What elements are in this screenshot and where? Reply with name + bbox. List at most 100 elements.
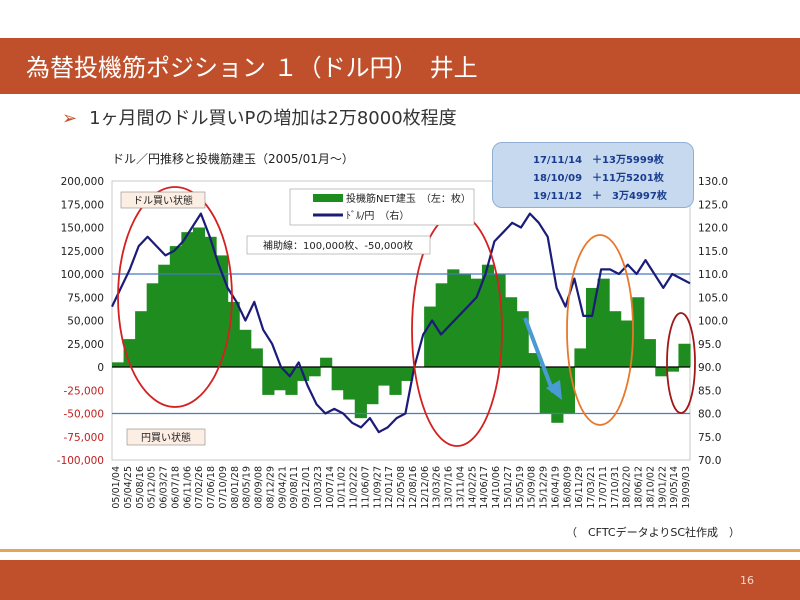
- x-tick-label: 17/07/11: [598, 466, 609, 509]
- x-tick-label: 05/01/04: [111, 466, 122, 509]
- guide-note-label: 補助線：100,000枚、-50,000枚: [263, 239, 413, 252]
- x-tick-label: 05/08/16: [135, 466, 146, 509]
- x-tick-label: 07/10/09: [218, 466, 229, 509]
- x-tick-label: 14/02/25: [467, 466, 478, 509]
- net-position-bar: [273, 367, 286, 391]
- guide-note-box: [246, 235, 431, 255]
- net-position-bar: [424, 306, 437, 367]
- x-tick-label: 16/04/19: [550, 466, 561, 509]
- x-tick-label: 13/07/16: [444, 466, 455, 509]
- right-tick-label: 95.0: [698, 339, 721, 351]
- net-position-bar: [354, 367, 367, 419]
- x-tick-label: 19/09/03: [681, 466, 692, 509]
- left-tick-label: 75,000: [67, 292, 104, 304]
- net-position-bar: [528, 353, 541, 367]
- right-tick-label: 100.0: [698, 316, 728, 328]
- x-tick-label: 05/04/25: [123, 466, 134, 509]
- x-tick-label: 11/06/07: [360, 466, 371, 509]
- x-tick-label: 11/09/27: [372, 466, 383, 509]
- x-tick-label: 12/08/16: [408, 466, 419, 509]
- net-position-bar: [158, 264, 171, 367]
- left-tick-label: 125,000: [61, 246, 104, 258]
- net-position-bar: [574, 348, 587, 367]
- net-position-bar: [632, 297, 645, 367]
- legend-line-label: ﾄﾞﾙ/円 （右）: [346, 209, 409, 222]
- x-tick-label: 07/06/18: [206, 466, 217, 509]
- x-tick-label: 19/05/14: [669, 466, 680, 509]
- legend-bar-label: 投機筋NET建玉 （左：枚）: [346, 192, 471, 205]
- chart: 200,000 175,000 150,000 125,000 100,000 75,00…: [57, 176, 728, 509]
- page-number: 16: [740, 574, 754, 587]
- x-tick-label: 06/07/18: [170, 466, 181, 509]
- x-tick-label: 14/06/17: [479, 466, 490, 509]
- right-tick-label: 80.0: [698, 409, 721, 421]
- x-tick-label: 09/12/01: [301, 466, 312, 509]
- x-tick-label: 14/10/06: [491, 466, 502, 509]
- x-tick-label: 08/12/29: [265, 466, 276, 509]
- x-tick-label: 09/04/21: [277, 466, 288, 509]
- left-tick-label: 100,000: [61, 269, 104, 281]
- net-position-bar: [585, 287, 599, 367]
- net-position-bar: [250, 348, 263, 367]
- net-position-bar: [308, 367, 321, 377]
- bullet-point: ➢ 1ヶ月間のドル買いPの増加は2万8000枚程度: [62, 104, 457, 130]
- info-line-2: 18/10/09 ＋11万5201枚: [533, 173, 664, 184]
- footer-bar: 16: [0, 560, 800, 600]
- bullet-text: 1ヶ月間のドル買いPの増加は2万8000枚程度: [89, 108, 457, 129]
- net-position-bar: [262, 367, 275, 395]
- x-tick-label: 10/11/02: [337, 466, 348, 509]
- buy-annotation-box: [120, 191, 206, 209]
- left-tick-label: -75,000: [63, 432, 104, 444]
- net-position-bar: [505, 297, 518, 367]
- right-tick-label: 85.0: [698, 385, 721, 397]
- x-tick-label: 15/12/29: [539, 466, 550, 509]
- net-position-bar: [401, 367, 414, 381]
- x-tick-label: 12/05/08: [396, 466, 407, 509]
- legend-bar-swatch: [313, 194, 343, 202]
- net-position-bar: [377, 367, 391, 386]
- x-tick-label: 05/12/05: [147, 466, 158, 509]
- info-box: 17/11/14 ＋13万5999枚 18/10/09 ＋11万5201枚 19…: [492, 142, 694, 208]
- highlight-circle: [666, 312, 696, 414]
- net-position-bar: [320, 357, 333, 367]
- net-position-bar: [169, 246, 182, 367]
- net-position-bar: [135, 311, 148, 367]
- net-position-bar: [204, 236, 217, 367]
- net-position-bar: [458, 274, 471, 367]
- net-position-bar: [389, 367, 402, 395]
- left-tick-label: 0: [97, 362, 104, 374]
- net-position-bar: [655, 367, 668, 377]
- trend-arrow: [523, 317, 555, 393]
- usdjpy-line: [111, 212, 691, 434]
- right-tick-label: 90.0: [698, 362, 721, 374]
- right-tick-label: 75.0: [698, 432, 721, 444]
- left-tick-label: 150,000: [61, 223, 104, 235]
- net-position-bar: [666, 367, 680, 372]
- x-tick-label: 13/11/04: [455, 466, 466, 509]
- left-tick-label: 50,000: [67, 316, 104, 328]
- right-tick-label: 130.0: [698, 176, 728, 188]
- x-tick-label: 16/11/29: [574, 466, 585, 509]
- net-position-bar: [609, 311, 622, 367]
- sell-annotation-box: [126, 428, 206, 446]
- net-position-bar: [343, 367, 356, 400]
- net-position-bar: [435, 283, 448, 367]
- net-position-bar: [470, 278, 483, 367]
- left-tick-label: 25,000: [67, 339, 104, 351]
- x-tick-label: 18/02/20: [622, 466, 633, 509]
- x-tick-label: 18/10/02: [645, 466, 656, 509]
- x-tick-label: 12/12/06: [420, 466, 431, 509]
- x-tick-label: 08/09/08: [254, 466, 265, 509]
- net-position-bar: [643, 339, 656, 367]
- net-position-bar: [331, 367, 344, 391]
- x-tick-label: 08/05/19: [242, 466, 253, 509]
- right-tick-label: 70.0: [698, 455, 721, 467]
- right-tick-label: 110.0: [698, 269, 728, 281]
- left-tick-label: -100,000: [57, 455, 104, 467]
- net-position-bar: [285, 367, 298, 395]
- x-tick-label: 08/01/28: [230, 466, 241, 509]
- net-position-bar: [597, 278, 610, 367]
- net-position-bar: [481, 264, 495, 367]
- net-position-bar: [123, 339, 136, 367]
- net-position-bar: [112, 362, 125, 367]
